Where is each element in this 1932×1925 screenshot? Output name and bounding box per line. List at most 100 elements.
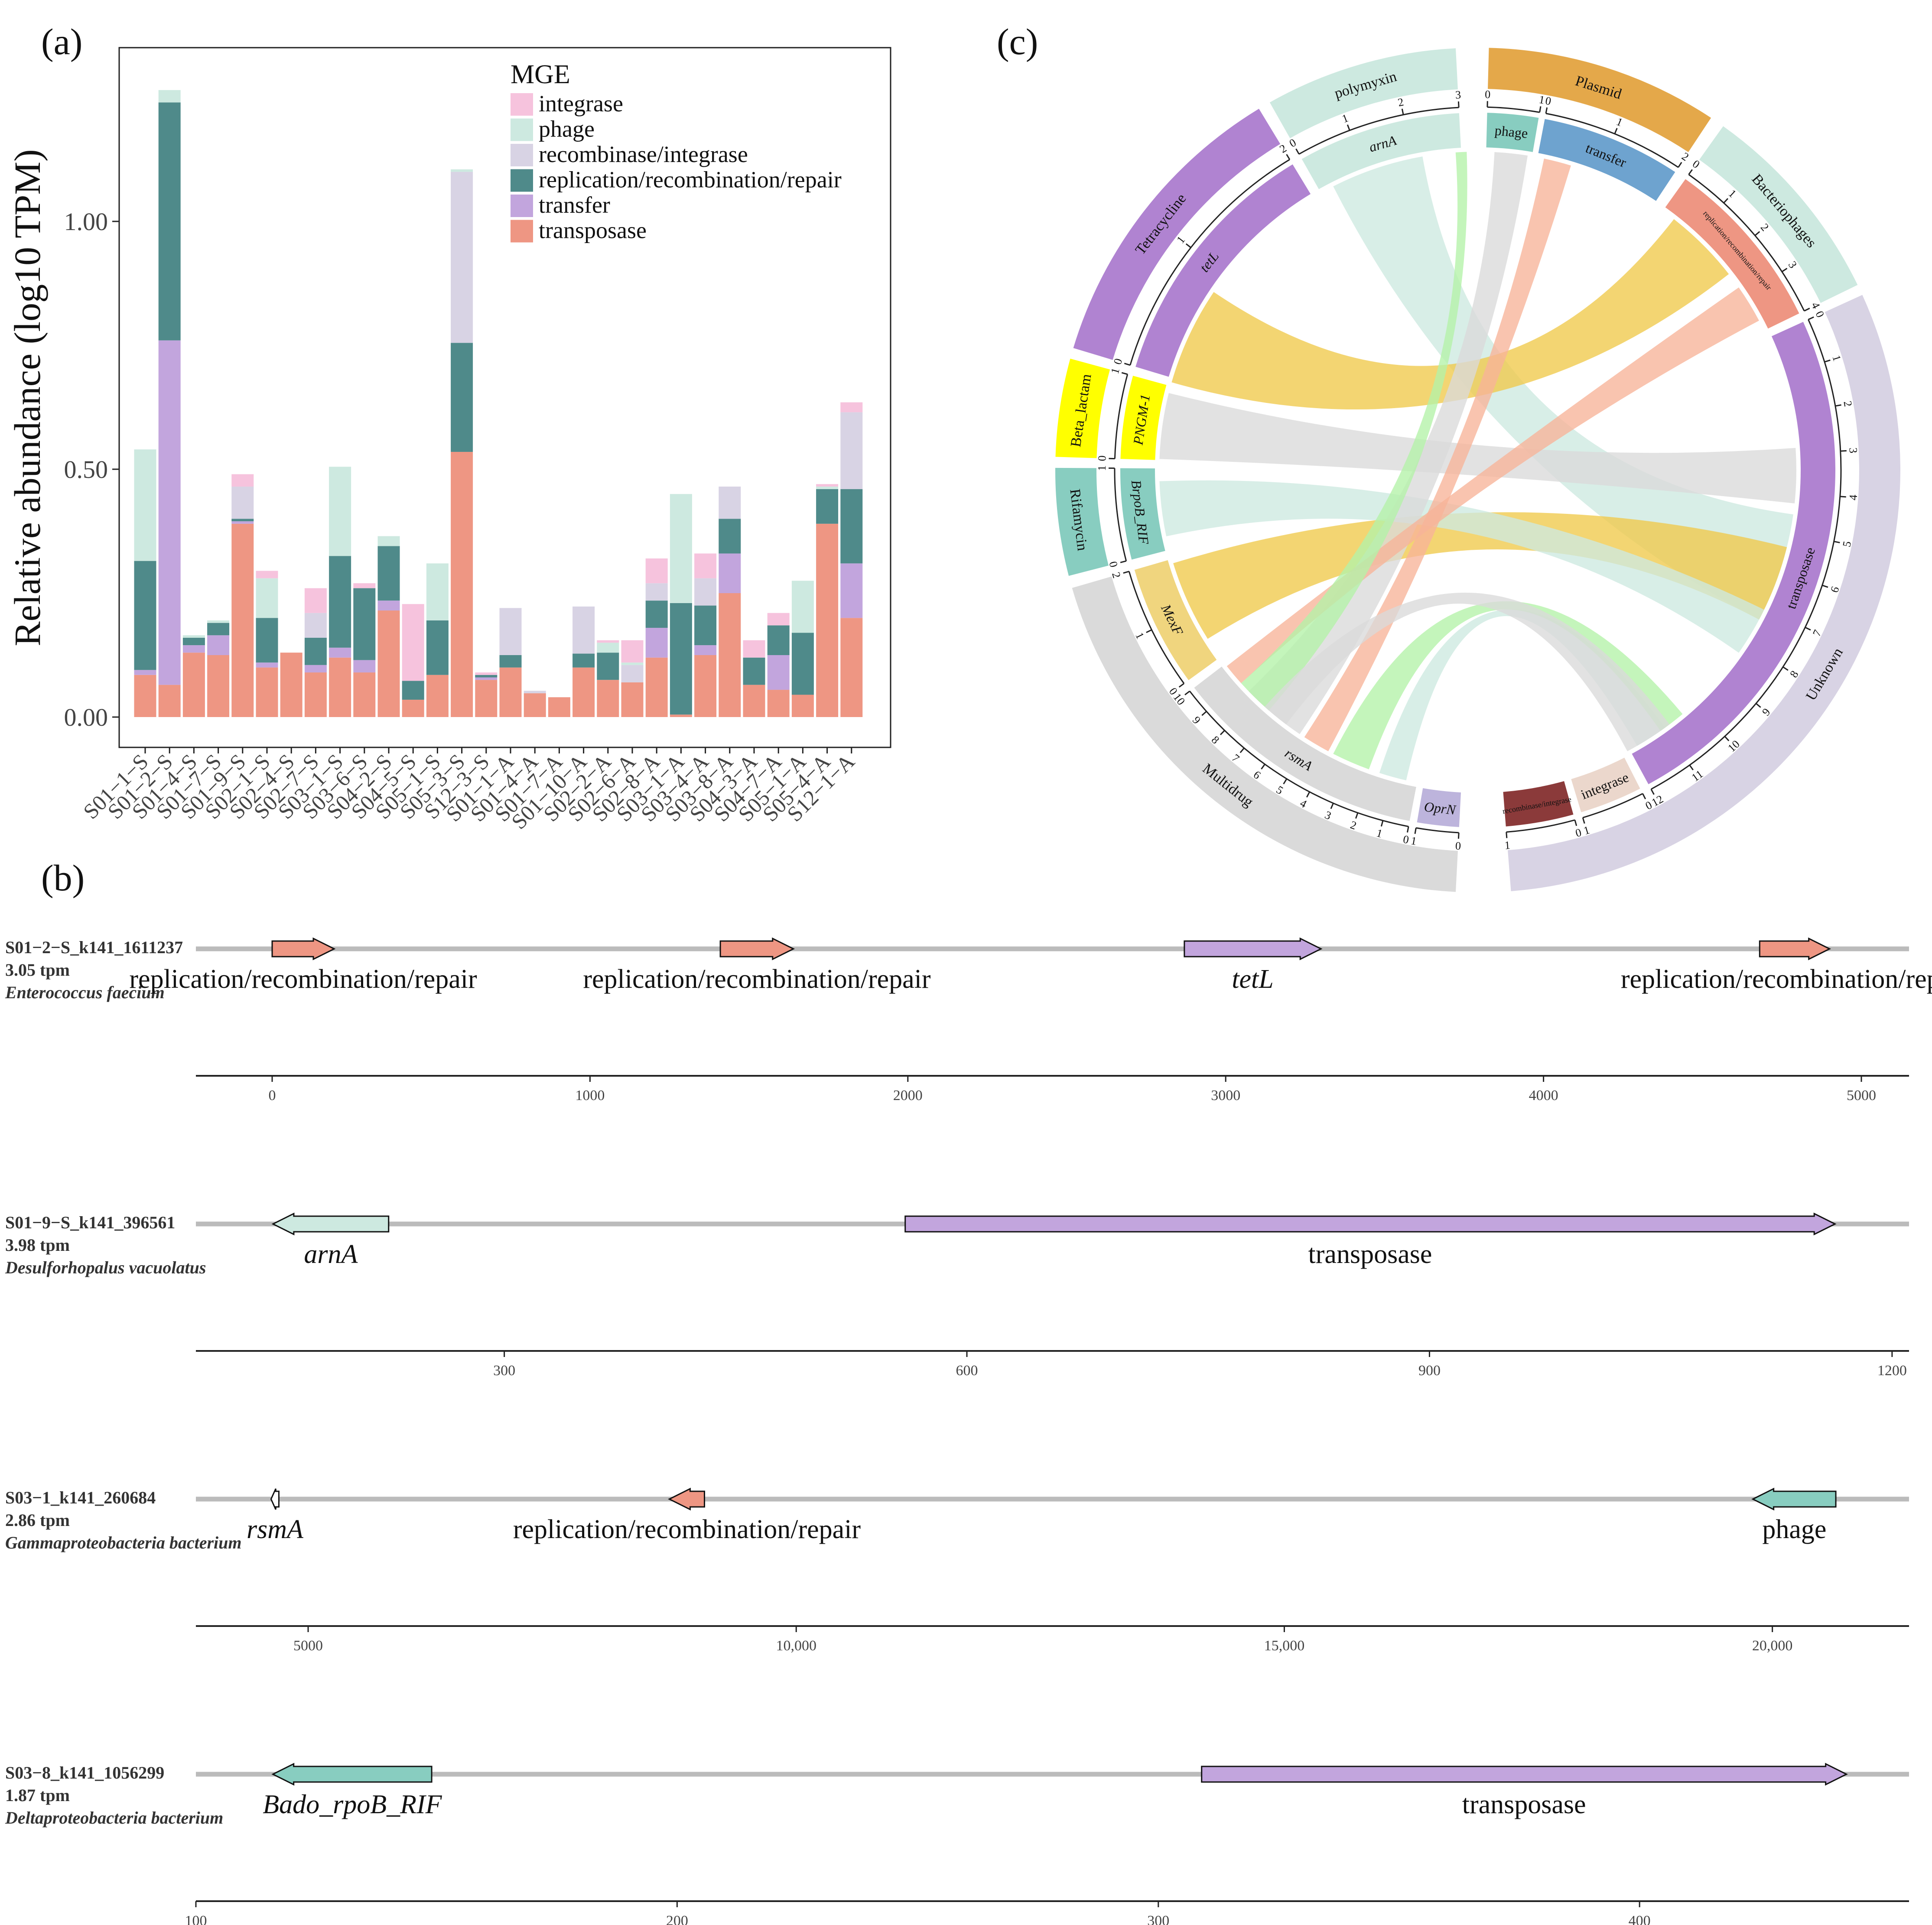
bar-segment-recombinase-integrase (231, 487, 254, 519)
sector-axis (1651, 319, 1842, 790)
bar-segment-replication-recombination-repair (353, 588, 376, 660)
sector-tick-label: 3 (1323, 808, 1333, 822)
bar-segment-phage (451, 169, 473, 172)
sector-tick (1689, 764, 1694, 771)
bar-segment-replication-recombination-repair (670, 603, 692, 715)
bar-segment-integrase (402, 604, 424, 681)
inner-sector-label: OprN (1423, 799, 1457, 818)
sector-tick (1688, 169, 1693, 175)
sector-tick (1380, 820, 1384, 827)
inner-sector-transposase (1632, 321, 1836, 785)
bar-segment-integrase (694, 553, 717, 578)
bar-segment-integrase (816, 484, 839, 487)
sector-tick-label: 0 (1574, 826, 1583, 839)
bar-segment-replication-recombination-repair (256, 618, 278, 663)
contig-id: S03−1_k141_260684 (5, 1488, 156, 1507)
sector-tick-label: 2 (1397, 96, 1405, 109)
bars (134, 90, 863, 717)
axis-tick-label: 300 (1147, 1913, 1169, 1925)
sector-tick (1124, 363, 1131, 366)
axis-tick-label: 10,000 (776, 1638, 816, 1654)
y-tick-label: 1.00 (64, 208, 108, 236)
bar-segment-integrase (231, 474, 254, 487)
bar-segment-transposase (353, 672, 376, 717)
sector-tick-label: 7 (1810, 628, 1824, 638)
bar-segment-phage (670, 494, 692, 603)
bar-segment-integrase (767, 613, 790, 626)
bar-segment-phage (621, 662, 644, 665)
bar-segment-transposase (256, 667, 278, 717)
bar-segment-integrase (840, 402, 863, 412)
inner-sector-pngm-1 (1120, 376, 1167, 460)
sector-tick-label: 1 (1538, 93, 1546, 107)
outer-sector-beta-lactam (1055, 358, 1110, 458)
sector-tick (1347, 124, 1350, 131)
sector-tick-label: 1 (1133, 630, 1147, 641)
sector-axis (1506, 819, 1575, 833)
sector-tick-label: 0 (1544, 94, 1552, 108)
sector-tick-label: 1 (1410, 834, 1418, 848)
bar-segment-replication-recombination-repair (207, 623, 230, 636)
chord-link (1241, 152, 1467, 711)
gene-arrow-replication-recombination-repair (719, 937, 795, 961)
sector-tick (1822, 584, 1828, 588)
bar-segment-integrase (645, 558, 668, 584)
gene-arrow-transposase (1201, 1763, 1848, 1786)
gene-arrow-tetl (1184, 937, 1323, 961)
inner-sector-label: phage (1494, 122, 1529, 141)
sector-tick-label: 0 (1402, 833, 1410, 846)
sector-tick-label: 4 (1847, 494, 1860, 501)
legend-swatch-integrase (511, 93, 533, 116)
bar-segment-integrase (621, 640, 644, 663)
sector-tick (1185, 243, 1191, 248)
sector-tick-label: 8 (1787, 669, 1801, 680)
bar-segment-transposase (499, 667, 522, 717)
bar-segment-transfer (645, 628, 668, 658)
sector-tick-label: 6 (1251, 768, 1263, 782)
sector-tick (1545, 107, 1548, 114)
axis-tick-label: 400 (1629, 1913, 1651, 1925)
chord-link (1333, 156, 1793, 620)
sector-tick (1506, 832, 1508, 838)
sector-tick (1146, 629, 1152, 633)
panel-a-bar-chart: 0.00 0.50 1.00 S01−1−SS01−2−SS01−4−SS01−7−… (7, 47, 891, 834)
sector-tick-label: 0 (1106, 560, 1120, 569)
contig-tpm: 3.05 tpm (5, 960, 70, 980)
sector-tick (1808, 316, 1814, 320)
bar-segment-phage (426, 563, 449, 620)
sector-tick (1239, 747, 1245, 753)
bar-segment-transposase (645, 657, 668, 717)
sector-tick-label: 6 (1828, 585, 1842, 594)
bar-segment-transfer (840, 563, 863, 618)
sector-axis (1487, 106, 1540, 113)
sector-tick-label: 2 (1758, 221, 1772, 234)
sector-tick (1804, 308, 1810, 312)
sector-tick (1261, 763, 1265, 770)
bar-segment-replication-recombination-repair (645, 601, 668, 628)
bar-segment-integrase (353, 583, 376, 588)
y-axis-label: Relative abundance (log10 TPM) (7, 149, 48, 646)
bar-segment-phage (377, 536, 400, 546)
inner-sector-tetl (1135, 164, 1311, 377)
sector-tick-label: 2 (1109, 571, 1123, 580)
bar-segment-replication-recombination-repair (719, 519, 741, 554)
inner-sector-phage (1486, 113, 1539, 152)
sector-tick (1642, 793, 1646, 799)
contig-id: S03−8_k141_1056299 (5, 1763, 164, 1782)
sector-tick-label: 2 (1278, 142, 1289, 156)
panel-c-chord-diagram: polymyxin PlasmidBacteriophagesUnknownMul… (1055, 48, 1900, 892)
bar-segment-recombinase-integrase (572, 606, 595, 654)
legend-label: transfer (539, 192, 610, 218)
bar-segment-transfer (207, 635, 230, 655)
bar-segment-integrase (256, 571, 278, 578)
bar-segment-transfer (475, 677, 498, 680)
sector-tick (1582, 817, 1585, 824)
sector-tick (1824, 359, 1831, 363)
sector-tick-label: 0 (1096, 455, 1108, 461)
legend-swatch-replication-recombination-repair (511, 169, 533, 192)
contig-species: Desulforhopalus vacuolatus (5, 1258, 206, 1277)
sector-tick (1678, 162, 1682, 168)
gene-label: replication/recombination/repair (583, 964, 931, 994)
bar-segment-recombinase-integrase (499, 608, 522, 655)
legend-swatch-phage (511, 118, 533, 141)
